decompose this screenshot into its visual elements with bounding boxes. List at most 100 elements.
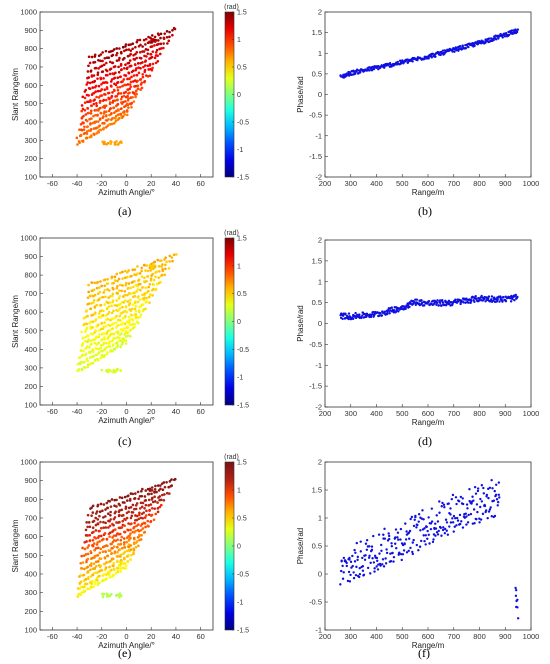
data-point bbox=[94, 120, 98, 123]
data-point bbox=[144, 307, 147, 311]
data-point bbox=[101, 509, 104, 513]
data-point bbox=[143, 516, 147, 519]
data-point bbox=[390, 545, 394, 548]
data-point bbox=[155, 270, 159, 273]
data-point bbox=[99, 547, 103, 551]
x-tick-label: 700 bbox=[447, 409, 460, 418]
data-point bbox=[108, 535, 111, 538]
data-point bbox=[121, 45, 125, 49]
data-point bbox=[412, 538, 415, 542]
data-point bbox=[115, 521, 118, 524]
data-point bbox=[490, 478, 493, 482]
data-point bbox=[112, 545, 116, 548]
data-point bbox=[99, 280, 102, 283]
data-point bbox=[117, 117, 121, 120]
data-point bbox=[496, 298, 499, 301]
data-point bbox=[138, 50, 142, 54]
data-point bbox=[150, 513, 154, 517]
data-point bbox=[137, 523, 140, 526]
x-tick-label: 800 bbox=[473, 409, 486, 418]
data-point bbox=[496, 500, 500, 504]
data-point bbox=[78, 356, 82, 359]
y-tick-label: -1.5 bbox=[309, 152, 322, 161]
data-point bbox=[464, 46, 468, 50]
data-point bbox=[139, 57, 143, 60]
data-point bbox=[99, 128, 103, 132]
data-point bbox=[122, 310, 125, 314]
data-point bbox=[114, 594, 118, 597]
data-point bbox=[108, 107, 112, 111]
data-point bbox=[114, 321, 118, 324]
data-point bbox=[120, 508, 124, 512]
data-point bbox=[131, 307, 134, 311]
data-point bbox=[383, 65, 386, 68]
x-tick-label: 900 bbox=[499, 179, 512, 188]
data-point bbox=[484, 41, 487, 44]
x-tick-label: 40 bbox=[172, 179, 180, 188]
data-point bbox=[127, 282, 131, 285]
data-point bbox=[98, 540, 101, 543]
data-point bbox=[440, 534, 443, 537]
data-point bbox=[153, 56, 157, 60]
data-point bbox=[124, 305, 128, 308]
data-point bbox=[122, 566, 125, 570]
data-point bbox=[86, 513, 90, 517]
data-point bbox=[93, 580, 96, 584]
data-point bbox=[89, 109, 93, 113]
data-point bbox=[119, 62, 123, 66]
data-point bbox=[99, 59, 102, 63]
data-point bbox=[123, 550, 127, 554]
data-point bbox=[487, 37, 491, 40]
data-point bbox=[122, 78, 126, 81]
x-axis-label: Range/m bbox=[412, 188, 445, 197]
data-point bbox=[86, 525, 89, 529]
data-point bbox=[513, 299, 516, 302]
data-point bbox=[118, 503, 122, 507]
chart-panel-f: 200 300 400 500 600 700 800 900 100021.510.50-0.… bbox=[296, 458, 539, 651]
data-point bbox=[437, 529, 440, 533]
data-point bbox=[347, 312, 351, 315]
data-point bbox=[509, 300, 513, 303]
data-point bbox=[105, 561, 108, 564]
data-point bbox=[111, 327, 115, 330]
data-point bbox=[116, 81, 120, 84]
data-point bbox=[104, 324, 108, 328]
data-point bbox=[138, 315, 142, 319]
data-point bbox=[425, 525, 428, 529]
data-point bbox=[154, 484, 157, 488]
data-point bbox=[145, 300, 149, 304]
data-point bbox=[129, 49, 133, 52]
data-point bbox=[133, 268, 137, 271]
plot-frame-d bbox=[324, 239, 532, 408]
data-point bbox=[140, 275, 144, 278]
y-tick-label: -0.5 bbox=[309, 598, 322, 607]
data-point bbox=[108, 573, 111, 577]
data-point bbox=[141, 501, 145, 505]
data-point bbox=[159, 47, 163, 50]
data-point bbox=[124, 43, 128, 46]
data-point bbox=[100, 338, 104, 341]
data-point bbox=[441, 299, 444, 302]
data-point bbox=[123, 49, 126, 53]
data-point bbox=[435, 514, 438, 517]
data-point bbox=[481, 512, 485, 516]
data-point bbox=[354, 573, 358, 577]
data-point bbox=[136, 300, 140, 304]
data-point bbox=[130, 314, 134, 317]
data-point bbox=[144, 489, 148, 492]
y-tick-label: 600 bbox=[24, 532, 37, 541]
data-point bbox=[368, 69, 371, 72]
y-tick-label: 1000 bbox=[20, 234, 37, 243]
data-point bbox=[452, 530, 455, 533]
data-point bbox=[111, 546, 114, 550]
data-point bbox=[110, 85, 113, 88]
data-point bbox=[461, 497, 464, 500]
data-point bbox=[112, 561, 116, 565]
data-point bbox=[148, 63, 152, 66]
data-point bbox=[347, 570, 351, 574]
data-point bbox=[124, 330, 128, 333]
data-point bbox=[89, 128, 93, 131]
data-point bbox=[451, 493, 455, 497]
data-point bbox=[138, 533, 141, 537]
data-point bbox=[130, 514, 134, 518]
